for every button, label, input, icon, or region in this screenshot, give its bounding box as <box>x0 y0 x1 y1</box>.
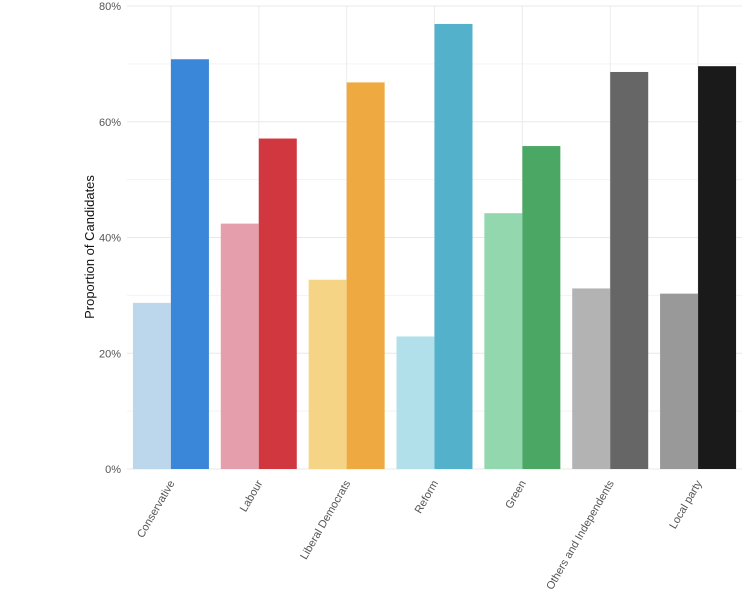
bar-liberal-democrats-1 <box>308 279 347 469</box>
y-axis-label: Proportion of Candidates <box>82 175 97 319</box>
x-axis-ticks: Conservative Labour Liberal Democrats Refor… <box>135 478 705 592</box>
y-tick-label: 80% <box>99 1 121 13</box>
y-tick-label: 40% <box>99 233 121 245</box>
y-axis-ticks: 0% 20% 40% 60% 80% <box>99 1 121 476</box>
bar-green-2 <box>522 146 561 469</box>
bar-reform-2 <box>434 23 473 469</box>
x-tick-label: Conservative <box>135 479 177 541</box>
x-tick-label: Reform <box>413 479 441 516</box>
bar-conservative-1 <box>132 302 171 469</box>
x-tick-label: Labour <box>238 478 266 514</box>
x-tick-label: Liberal Democrats <box>298 478 353 562</box>
x-tick-label: Local party <box>667 478 705 531</box>
bar-green-1 <box>484 213 523 469</box>
y-tick-label: 20% <box>99 348 121 360</box>
x-tick-label: Green <box>503 479 529 511</box>
bar-others-and-independents-2 <box>610 71 649 469</box>
y-tick-label: 0% <box>105 464 121 476</box>
bar-others-and-independents-1 <box>572 288 611 469</box>
bar-conservative-2 <box>170 59 209 470</box>
bar-local-party-1 <box>660 293 699 469</box>
bar-local-party-2 <box>698 66 737 469</box>
y-tick-label: 60% <box>99 117 121 129</box>
bar-labour-1 <box>220 223 259 469</box>
x-tick-label: Others and Independents <box>544 478 617 592</box>
bars <box>132 23 737 470</box>
bar-liberal-democrats-2 <box>346 82 385 470</box>
bar-reform-1 <box>396 336 435 469</box>
bar-labour-2 <box>258 138 297 469</box>
